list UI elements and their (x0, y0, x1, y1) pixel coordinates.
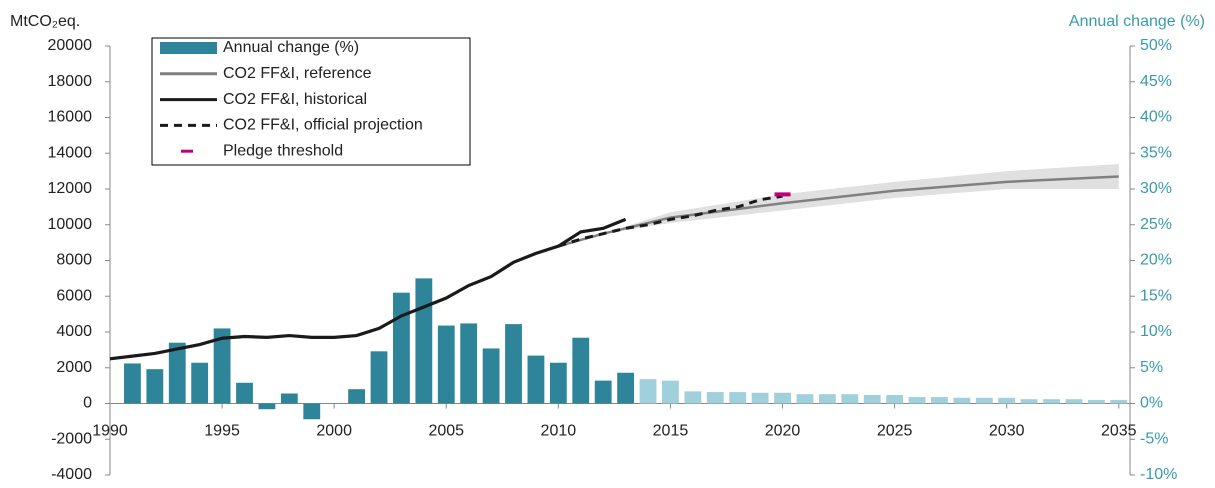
y2-tick-label: 30% (1140, 180, 1172, 197)
bar (886, 394, 904, 404)
range-band (558, 163, 1119, 247)
bar (841, 394, 859, 404)
y-tick-label: 0 (83, 395, 92, 412)
line (557, 194, 783, 248)
bar (213, 328, 231, 404)
legend-label: CO2 FF&I, historical (223, 91, 367, 108)
y-tick-label: 14000 (48, 144, 93, 161)
bar (527, 355, 545, 404)
y-tick-label: 2000 (56, 359, 92, 376)
bar (280, 393, 298, 404)
bar (415, 278, 433, 404)
bar (617, 372, 635, 404)
x-tick-label: 2025 (877, 423, 913, 440)
y-tick-label: -2000 (51, 430, 92, 447)
y2-tick-label: 40% (1140, 109, 1172, 126)
legend-label: Pledge threshold (223, 142, 343, 159)
y2-tick-label: 25% (1140, 216, 1172, 233)
bar (1020, 399, 1038, 404)
bar (258, 403, 276, 410)
x-tick-label: 2035 (1101, 423, 1137, 440)
bar (236, 382, 253, 404)
bar (1043, 399, 1060, 404)
bar (639, 379, 657, 404)
bar (1110, 399, 1128, 404)
bar (953, 397, 971, 404)
y-tick-label: 20000 (48, 37, 93, 54)
legend: Annual change (%) CO2 FF&I, reference CO2 … (160, 39, 423, 159)
bar (729, 392, 747, 404)
x-tick-label: 2010 (541, 423, 577, 440)
bar (505, 324, 522, 404)
bar (437, 325, 455, 404)
legend-label: Annual change (%) (223, 39, 359, 56)
plot-area (105, 45, 1135, 476)
x-tick-label: 1990 (92, 423, 128, 440)
bar (998, 397, 1016, 404)
y2-axis-title: Annual change (%) (1069, 13, 1205, 30)
x-tick-label: 2030 (989, 423, 1025, 440)
bar (796, 394, 814, 404)
x-tick-label: 2005 (428, 423, 464, 440)
legend-label: CO2 FF&I, reference (223, 65, 372, 82)
bar (594, 380, 612, 404)
x-tick-label: 2020 (765, 423, 801, 440)
y2-tick-label: -10% (1140, 466, 1177, 483)
x-tick-label: 2015 (653, 423, 689, 440)
bar (168, 342, 186, 404)
bar (908, 397, 926, 404)
bar (572, 337, 590, 404)
line (109, 217, 627, 361)
bar (975, 397, 993, 404)
bar (393, 292, 410, 404)
bar (863, 394, 881, 404)
y-tick-label: 16000 (48, 109, 93, 126)
y2-tick-label: 45% (1140, 73, 1172, 90)
bar (303, 403, 321, 420)
bar (684, 391, 702, 404)
y2-tick-label: 20% (1140, 252, 1172, 269)
legend-box (151, 37, 471, 166)
y2-tick-label: 0% (1140, 395, 1163, 412)
bar (370, 351, 388, 404)
y-tick-label: 10000 (48, 216, 93, 233)
bar (1065, 399, 1083, 404)
bar (818, 394, 836, 404)
y2-tick-label: -5% (1140, 430, 1168, 447)
y-tick-label: 12000 (48, 180, 93, 197)
bar (191, 362, 209, 404)
x-tick-label: 2000 (316, 423, 352, 440)
y-tick-label: 8000 (56, 252, 92, 269)
y-tick-label: 4000 (56, 323, 92, 340)
y2-tick-label: 10% (1140, 323, 1172, 340)
y-axis-title: MtCO₂eq. (10, 13, 80, 30)
y2-tick-label: 50% (1140, 37, 1172, 54)
y-tick-label: -4000 (51, 466, 92, 483)
bar (931, 397, 948, 404)
bar (146, 369, 164, 404)
x-tick-label: 1995 (204, 423, 240, 440)
legend-swatch (160, 42, 217, 54)
bar (460, 323, 478, 404)
bar (706, 392, 724, 404)
bar (774, 392, 791, 404)
y2-tick-label: 15% (1140, 287, 1172, 304)
bar (348, 389, 365, 404)
bar (482, 348, 500, 404)
bar (124, 363, 141, 404)
y-tick-label: 18000 (48, 73, 93, 90)
bar (1087, 399, 1105, 404)
line (558, 175, 1119, 248)
bar (549, 362, 567, 404)
bar (662, 380, 679, 404)
y2-tick-label: 5% (1140, 359, 1163, 376)
bar (751, 392, 769, 404)
y2-tick-label: 35% (1140, 144, 1172, 161)
y-tick-label: 6000 (56, 287, 92, 304)
legend-label: CO2 FF&I, official projection (223, 117, 423, 134)
